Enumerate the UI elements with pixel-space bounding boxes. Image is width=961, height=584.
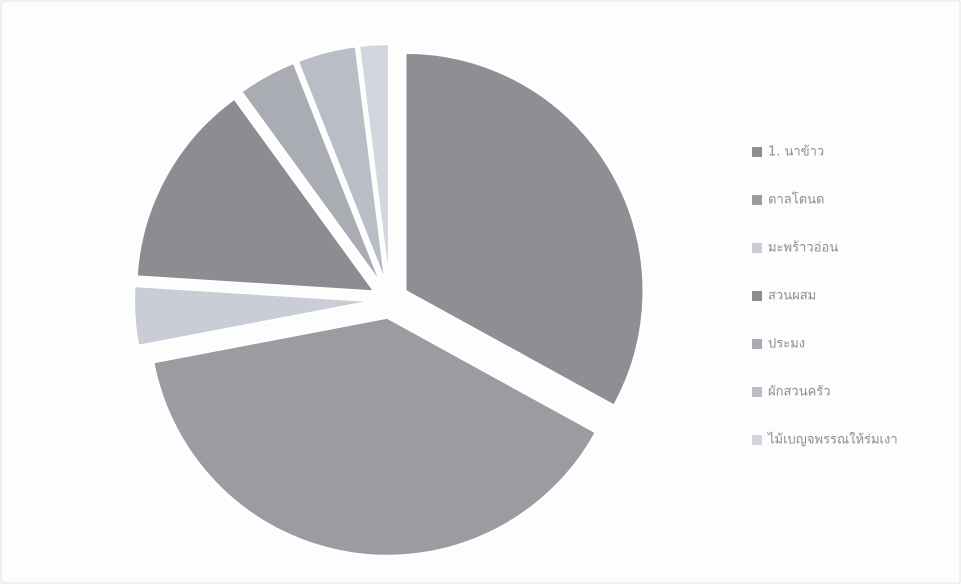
legend-label: สวนผสม (768, 289, 816, 304)
legend-swatch (752, 387, 762, 397)
pie-slice (133, 285, 373, 347)
legend-swatch (752, 195, 762, 205)
pie-slice (404, 51, 645, 407)
legend-label: ไม้เบญจพรรณให้ร่มเงา (767, 432, 898, 448)
legend-swatch (752, 291, 762, 301)
pie-slice (135, 97, 377, 293)
legend-swatch (752, 339, 762, 349)
pie-slice (357, 43, 390, 283)
legend-label: ประมง (768, 337, 805, 352)
legend-label: ผักสวนครัว (768, 385, 831, 400)
legend-swatch (752, 435, 762, 445)
legend-label: มะพร้าวอ่อน (768, 241, 838, 256)
legend-swatch (752, 243, 762, 253)
pie-slice (240, 61, 383, 285)
pie-slice (152, 316, 598, 557)
legend-swatch (752, 147, 762, 157)
pie-slice (296, 45, 387, 283)
legend-label: ตาลโตนด (768, 192, 824, 208)
legend-label: 1. นาข้าว (768, 145, 824, 160)
